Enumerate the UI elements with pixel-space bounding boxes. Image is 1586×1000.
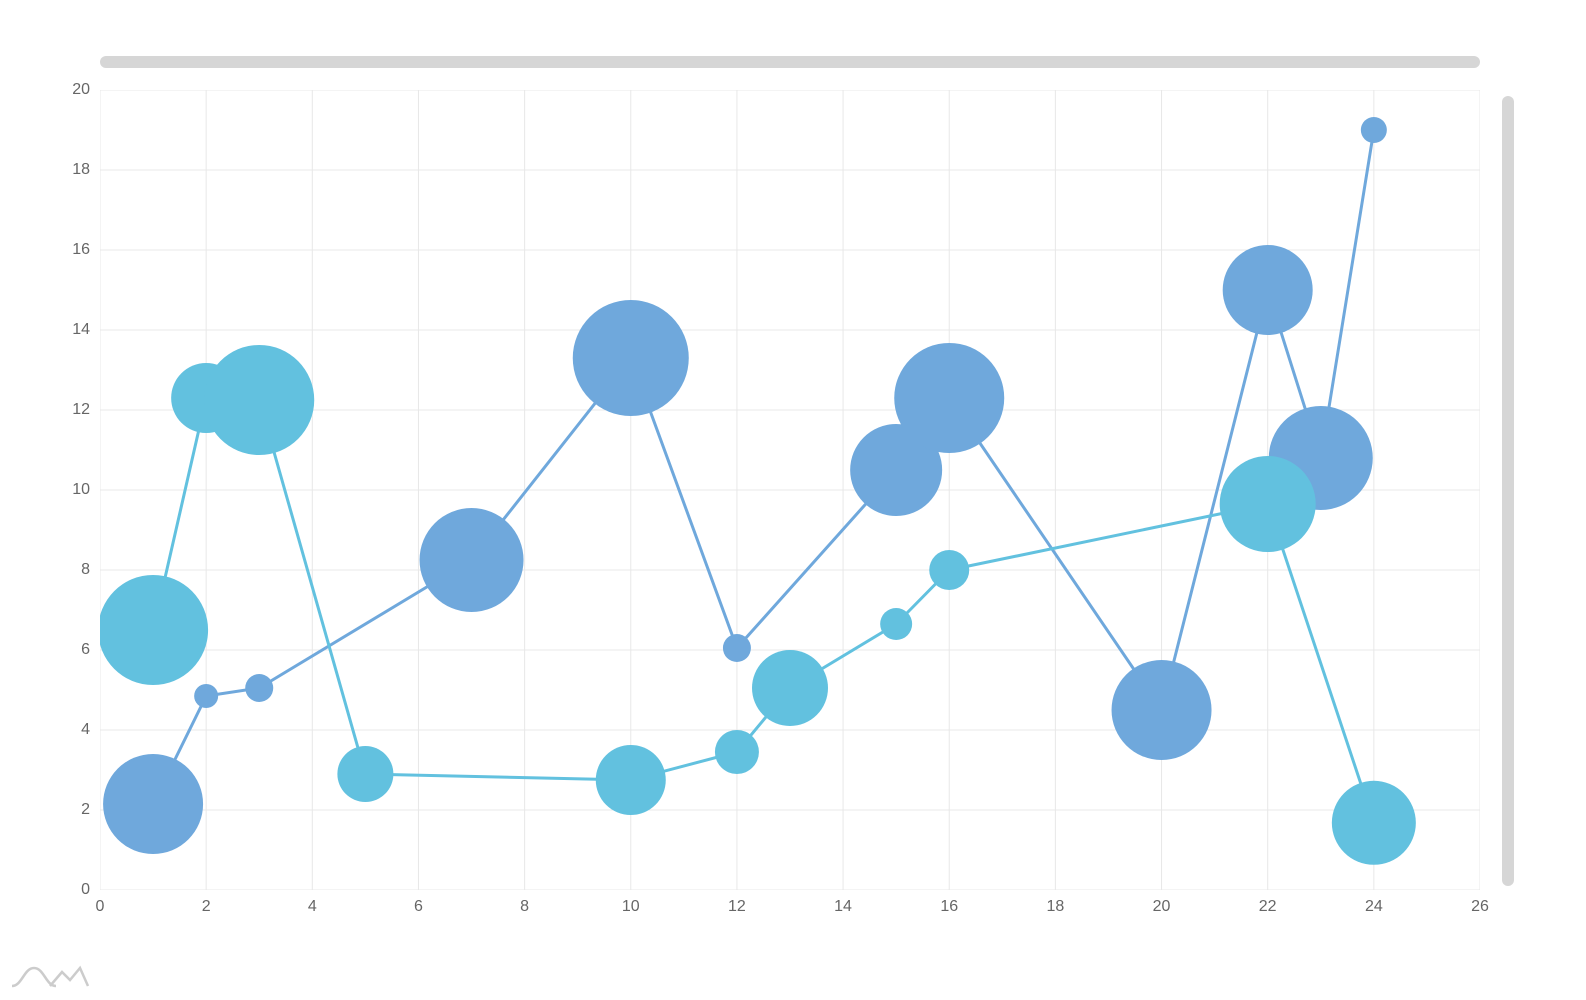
bubble-point[interactable] xyxy=(100,575,208,685)
y-tick-label: 6 xyxy=(81,641,90,659)
bubble-point[interactable] xyxy=(103,754,203,854)
bubble-point[interactable] xyxy=(420,508,524,612)
scroll-track-vertical[interactable] xyxy=(1502,96,1514,886)
x-tick-label: 20 xyxy=(1150,898,1174,916)
bubble-point[interactable] xyxy=(573,300,689,416)
bubble-point[interactable] xyxy=(752,650,828,726)
x-tick-label: 6 xyxy=(406,898,430,916)
y-tick-label: 4 xyxy=(81,721,90,739)
chart-plot xyxy=(100,90,1480,890)
bubble-point[interactable] xyxy=(245,674,273,702)
x-tick-label: 18 xyxy=(1043,898,1067,916)
bubble-point[interactable] xyxy=(1112,660,1212,760)
bubble-point[interactable] xyxy=(929,550,969,590)
bubble-point[interactable] xyxy=(723,634,751,662)
y-tick-label: 10 xyxy=(72,481,90,499)
bubble-point[interactable] xyxy=(194,684,218,708)
bubble-point[interactable] xyxy=(1361,117,1387,143)
bubble-point[interactable] xyxy=(1223,245,1313,335)
bubble-point[interactable] xyxy=(1220,456,1316,552)
bubble-point[interactable] xyxy=(715,730,759,774)
bubble-point[interactable] xyxy=(880,608,912,640)
x-tick-label: 24 xyxy=(1362,898,1386,916)
x-tick-label: 12 xyxy=(725,898,749,916)
y-tick-label: 18 xyxy=(72,161,90,179)
y-tick-label: 2 xyxy=(81,801,90,819)
watermark-logo-icon xyxy=(10,960,90,990)
series-line xyxy=(153,398,1374,823)
x-tick-label: 4 xyxy=(300,898,324,916)
x-tick-label: 10 xyxy=(619,898,643,916)
bubble-point[interactable] xyxy=(894,343,1004,453)
scroll-track-horizontal[interactable] xyxy=(100,56,1480,68)
y-tick-label: 14 xyxy=(72,321,90,339)
y-tick-label: 12 xyxy=(72,401,90,419)
y-tick-label: 0 xyxy=(81,881,90,899)
y-tick-label: 16 xyxy=(72,241,90,259)
x-tick-label: 16 xyxy=(937,898,961,916)
y-tick-label: 20 xyxy=(72,81,90,99)
x-tick-label: 2 xyxy=(194,898,218,916)
bubble-point[interactable] xyxy=(1332,781,1416,865)
x-tick-label: 22 xyxy=(1256,898,1280,916)
y-tick-label: 8 xyxy=(81,561,90,579)
x-tick-label: 0 xyxy=(88,898,112,916)
bubble-point[interactable] xyxy=(204,345,314,455)
bubble-point[interactable] xyxy=(337,746,393,802)
bubble-point[interactable] xyxy=(596,745,666,815)
x-tick-label: 8 xyxy=(513,898,537,916)
x-tick-label: 14 xyxy=(831,898,855,916)
x-tick-label: 26 xyxy=(1468,898,1492,916)
